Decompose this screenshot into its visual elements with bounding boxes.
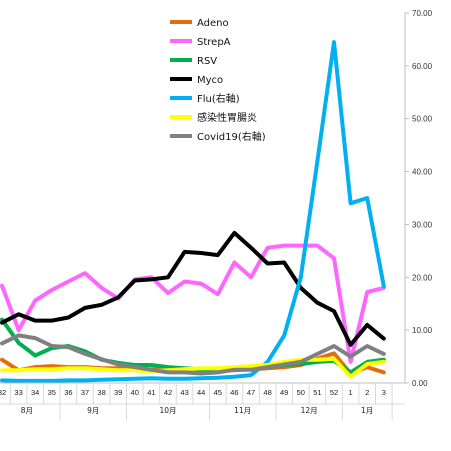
series-line [0, 356, 386, 379]
x-axis-ticks: 3233343536373839404142434445464748495051… [0, 383, 405, 420]
x-tick-label: 51 [313, 388, 321, 397]
x-tick-label: 45 [214, 388, 222, 397]
x-tick-label: 52 [330, 388, 338, 397]
x-tick-label: 37 [81, 388, 89, 397]
y-tick-label: 30.00 [412, 220, 433, 229]
legend-label: StrepA [197, 37, 231, 48]
series-layer [0, 40, 386, 383]
x-tick-label: 3 [382, 388, 386, 397]
x-tick-label: 48 [263, 388, 271, 397]
axes [0, 13, 406, 384]
x-tick-label: 35 [48, 388, 56, 397]
x-tick-label: 47 [247, 388, 255, 397]
x-tick-label: 34 [31, 388, 39, 397]
x-tick-label: 49 [280, 388, 288, 397]
x-tick-label: 33 [14, 388, 22, 397]
month-label: 11月 [234, 406, 251, 415]
y-tick-label: 20.00 [412, 273, 433, 282]
legend: Adeno StrepA RSV Myco Flu(右軸) 感染性胃腸炎 Covid19(右… [170, 18, 266, 143]
legend-label: Flu(右軸) [197, 92, 240, 105]
y-tick-label: 50.00 [412, 115, 433, 124]
legend-label: RSV [197, 56, 217, 67]
y-tick-label: 40.00 [412, 168, 433, 177]
x-tick-label: 40 [131, 388, 139, 397]
x-tick-label: 43 [180, 388, 188, 397]
legend-label: Covid19(右軸) [197, 130, 266, 143]
right-y-axis-ticks: 0.00 10.00 20.00 30.00 40.00 50.00 60.00 70.00 [405, 9, 433, 388]
month-label: 12月 [301, 406, 318, 415]
x-tick-label: 44 [197, 388, 205, 397]
month-label: 10月 [159, 406, 176, 415]
series-line [0, 230, 386, 347]
x-tick-label: 50 [297, 388, 305, 397]
series-line [0, 333, 386, 376]
x-tick-label: 38 [97, 388, 105, 397]
series-line [0, 40, 386, 383]
month-label: 8月 [21, 406, 33, 415]
y-tick-label: 10.00 [412, 326, 433, 335]
x-tick-label: 1 [349, 388, 353, 397]
legend-label: Myco [197, 75, 223, 86]
y-tick-label: 60.00 [412, 62, 433, 71]
x-tick-label: 32 [0, 388, 6, 397]
legend-label: Adeno [197, 18, 229, 29]
x-tick-label: 41 [147, 388, 155, 397]
series-line [0, 243, 386, 364]
legend-label: 感染性胃腸炎 [197, 111, 257, 124]
x-tick-label: 46 [230, 388, 238, 397]
month-label: 9月 [87, 406, 99, 415]
x-tick-label: 36 [64, 388, 72, 397]
month-label: 1月 [361, 406, 373, 415]
y-tick-label: 70.00 [412, 9, 433, 18]
y-tick-label: 0.00 [412, 379, 428, 388]
x-tick-label: 39 [114, 388, 122, 397]
x-tick-label: 2 [365, 388, 369, 397]
x-tick-label: 42 [164, 388, 172, 397]
